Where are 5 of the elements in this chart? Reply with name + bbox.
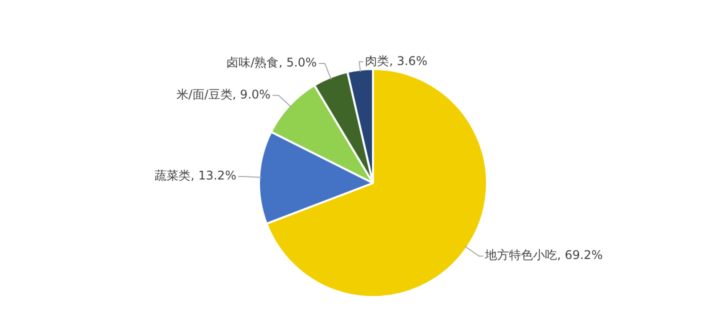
slice-label: 米/面/豆类, 9.0%	[176, 88, 271, 102]
slice-label: 地方特色小吃, 69.2%	[484, 248, 603, 262]
slice-label: 卤味/熟食, 5.0%	[226, 56, 317, 70]
slice-label: 蔬菜类, 13.2%	[154, 168, 236, 183]
slice-label: 肉类, 3.6%	[365, 54, 428, 68]
